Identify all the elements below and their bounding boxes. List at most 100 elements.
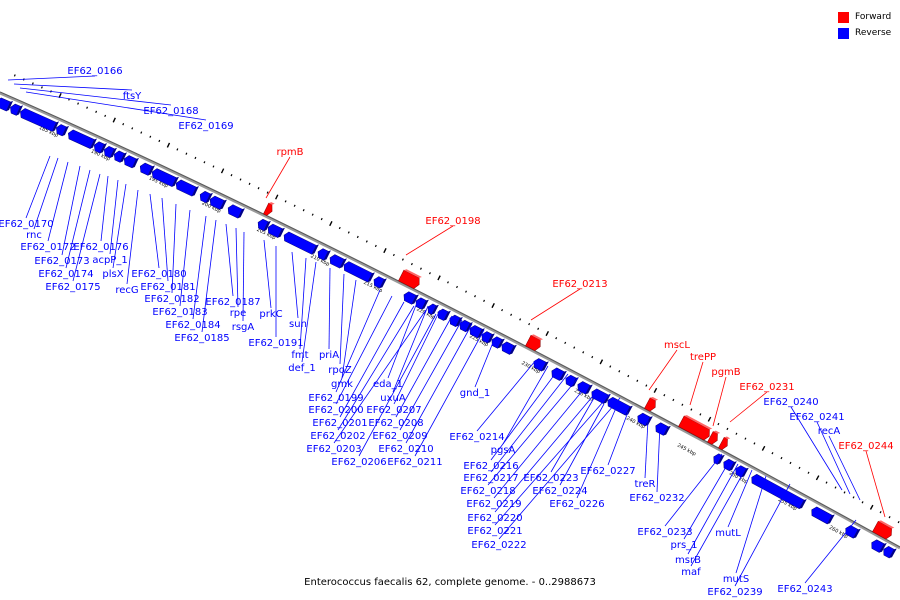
strand-dot bbox=[302, 209, 305, 212]
gene-label: prkC bbox=[259, 309, 282, 320]
strand-dot bbox=[166, 142, 171, 148]
gene-label: sun bbox=[289, 319, 307, 330]
reverse-gene-block bbox=[317, 248, 331, 261]
leader-line bbox=[13, 83, 133, 91]
strand-dot bbox=[798, 466, 801, 470]
leader-line bbox=[734, 483, 791, 587]
legend-label-reverse: Reverse bbox=[855, 28, 892, 38]
forward-gene-block bbox=[718, 436, 731, 451]
gene-label: EF62_0227 bbox=[580, 466, 635, 477]
gene-label: mscL bbox=[664, 340, 690, 351]
gene-label: EF62_0201 bbox=[312, 418, 367, 429]
reverse-gene-block bbox=[533, 358, 549, 372]
strand-dot bbox=[311, 213, 314, 216]
reverse-gene-block bbox=[437, 308, 451, 321]
reverse-gene-block bbox=[811, 506, 835, 525]
gene-label: eda_1 bbox=[373, 379, 403, 390]
gene-label: EF62_0209 bbox=[372, 431, 427, 442]
strand-dot bbox=[266, 191, 269, 194]
legend-item-reverse: Reverse bbox=[838, 25, 891, 41]
gene-label: EF62_0183 bbox=[152, 307, 207, 318]
leader-line bbox=[735, 475, 767, 574]
strand-dot bbox=[257, 187, 260, 190]
leader-line bbox=[494, 393, 611, 526]
gene-label: EF62_0241 bbox=[789, 412, 844, 423]
reverse-gene-block bbox=[449, 314, 463, 328]
reverse-gene-block bbox=[637, 412, 653, 427]
gene-label: EF62_0219 bbox=[466, 499, 521, 510]
strand-dot bbox=[446, 281, 449, 284]
leader-line bbox=[7, 75, 96, 81]
strand-dot bbox=[329, 221, 333, 227]
leader-line bbox=[392, 305, 429, 393]
strand-dot bbox=[465, 290, 468, 293]
gene-label: EF62_0180 bbox=[131, 269, 186, 280]
leader-line bbox=[729, 391, 768, 423]
strand-dot bbox=[474, 295, 477, 298]
strand-dot bbox=[879, 511, 882, 514]
gene-label: fmt bbox=[291, 350, 308, 361]
strand-dot bbox=[86, 106, 89, 109]
strand-dot bbox=[212, 165, 215, 168]
legend: Forward Reverse bbox=[838, 9, 891, 41]
strand-dot bbox=[95, 110, 98, 113]
leader-line bbox=[502, 365, 549, 445]
strand-dot bbox=[185, 152, 188, 155]
leader-line bbox=[341, 279, 357, 379]
strand-dot bbox=[545, 330, 550, 337]
strand-dot bbox=[338, 226, 341, 230]
strand-dot bbox=[753, 442, 756, 445]
strand-dot bbox=[609, 365, 612, 368]
gene-label: recG bbox=[115, 285, 138, 296]
leader-line bbox=[171, 203, 177, 294]
leader-line bbox=[656, 423, 661, 493]
leader-line bbox=[19, 87, 172, 106]
leader-line bbox=[301, 261, 317, 363]
gene-label: uxuA bbox=[380, 393, 406, 404]
leader-line bbox=[149, 193, 160, 269]
strand-dot bbox=[627, 374, 630, 378]
reverse-gene-block bbox=[199, 190, 213, 204]
leader-line bbox=[474, 339, 495, 388]
gene-label: EF62_0173 bbox=[34, 256, 89, 267]
reverse-gene-block bbox=[373, 276, 387, 289]
strand-dot bbox=[645, 384, 648, 387]
strand-dot bbox=[274, 194, 279, 200]
strand-dot bbox=[374, 244, 377, 248]
reverse-gene-block bbox=[175, 179, 199, 197]
strand-dot bbox=[347, 231, 350, 234]
reverse-gene-block bbox=[10, 103, 24, 116]
leader-line bbox=[816, 421, 851, 495]
reverse-gene-block bbox=[123, 155, 139, 169]
reverse-gene-block bbox=[20, 108, 59, 132]
gene-label: recA bbox=[818, 426, 841, 437]
reverse-gene-block bbox=[329, 254, 347, 269]
leader-line bbox=[339, 301, 405, 418]
strand-dot bbox=[618, 370, 621, 373]
gene-label: EF62_0211 bbox=[387, 457, 442, 468]
strand-dot bbox=[437, 275, 441, 281]
strand-dot bbox=[112, 117, 116, 123]
reverse-gene-block bbox=[551, 367, 567, 381]
gene-label: EF62_0182 bbox=[144, 294, 199, 305]
gene-label: EF62_0213 bbox=[552, 279, 607, 290]
gene-label: gnd_1 bbox=[460, 388, 490, 399]
gene-label: treR bbox=[635, 479, 656, 490]
strand-dot bbox=[653, 387, 658, 393]
reverse-gene-block bbox=[883, 546, 897, 559]
gene-label: maf bbox=[681, 567, 701, 578]
forward-swatch bbox=[838, 11, 849, 23]
strand-dot bbox=[77, 102, 80, 105]
gene-label: rpoZ bbox=[328, 365, 352, 376]
strand-dot bbox=[104, 114, 107, 118]
reverse-gene-block bbox=[871, 539, 887, 553]
leader-line bbox=[712, 376, 727, 427]
gene-label: EF62_0200 bbox=[308, 405, 363, 416]
strand-dot bbox=[483, 299, 486, 303]
strand-dot bbox=[320, 217, 323, 221]
gene-label: EF62_0187 bbox=[205, 297, 260, 308]
leader-line bbox=[291, 251, 299, 319]
gene-label: EF62_0233 bbox=[637, 527, 692, 538]
gene-label: ftsY bbox=[123, 91, 142, 102]
gene-label: rnc bbox=[26, 230, 42, 241]
